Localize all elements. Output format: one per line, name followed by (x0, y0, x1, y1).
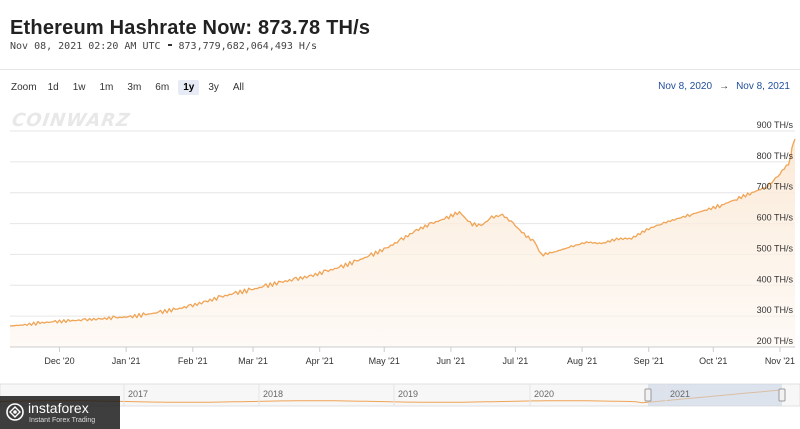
range-to-input[interactable]: Nov 8, 2021 (736, 81, 790, 92)
navigator[interactable]: 2017 2018 2019 2020 2021 (0, 383, 800, 407)
navigator-year-label: 2021 (670, 389, 690, 399)
y-axis-labels: 200 TH/s 300 TH/s 400 TH/s 500 TH/s 600 TH/s… (757, 120, 794, 346)
zoom-label: Zoom (11, 81, 37, 93)
y-tick-label: 400 TH/s (757, 274, 794, 284)
navigator-year-label: 2019 (398, 389, 418, 399)
y-tick-label: 600 TH/s (757, 213, 794, 223)
range-arrow-icon: → (719, 81, 730, 92)
x-tick-label: Nov '21 (765, 356, 795, 366)
navigator-handle[interactable] (778, 388, 786, 402)
area-layer (9, 138, 796, 347)
x-tick-label: Oct '21 (699, 356, 727, 366)
instaforex-logo-icon (6, 403, 24, 421)
series-line (9, 138, 796, 327)
hashrate-subtitle: Nov 08, 2021 02:20 AM UTC 873,779,682,064… (10, 41, 317, 52)
x-axis-labels: Dec '20 Jan '21 Feb '21 Mar '21 Apr '21 May '… (10, 346, 795, 366)
y-tick-label: 900 TH/s (757, 120, 794, 130)
coinwarz-logo: COINWARZ (10, 110, 132, 131)
navigator-selection (648, 384, 782, 406)
separator-dash (167, 44, 172, 46)
x-tick-label: Aug '21 (567, 356, 597, 366)
y-tick-label: 500 TH/s (757, 243, 794, 253)
zoom-all-button[interactable]: All (232, 81, 245, 93)
navigator-handle[interactable] (644, 388, 652, 402)
hashrate-chart: 200 TH/s 300 TH/s 400 TH/s 500 TH/s 600 TH/s… (0, 120, 800, 407)
range-from-input[interactable]: Nov 8, 2020 (658, 81, 713, 92)
zoom-1m-button[interactable]: 1m (99, 81, 114, 93)
x-tick-label: Dec '20 (44, 356, 74, 366)
date-range: Nov 8, 2020 → Nov 8, 2021 (658, 81, 790, 92)
x-tick-label: Apr '21 (306, 356, 334, 366)
timestamp: Nov 08, 2021 02:20 AM UTC (10, 41, 161, 52)
zoom-1w-button[interactable]: 1w (72, 81, 86, 93)
zoom-3m-button[interactable]: 3m (127, 81, 142, 93)
watermark-tagline: Instant Forex Trading (29, 417, 96, 424)
zoom-1d-button[interactable]: 1d (47, 81, 59, 93)
zoom-3y-button[interactable]: 3y (208, 81, 219, 93)
x-tick-label: Jun '21 (437, 356, 466, 366)
navigator-year-label: 2017 (128, 389, 148, 399)
page-title: Ethereum Hashrate Now: 873.78 TH/s (10, 17, 371, 39)
x-tick-label: Sep '21 (634, 356, 664, 366)
series-area-fill (10, 139, 795, 347)
zoom-6m-button[interactable]: 6m (155, 81, 170, 93)
watermark-name: instaforex (28, 400, 89, 416)
x-tick-label: May '21 (369, 356, 400, 366)
instaforex-watermark: instaforex Instant Forex Trading (0, 396, 120, 429)
x-tick-label: Mar '21 (238, 356, 268, 366)
navigator-year-label: 2018 (263, 389, 283, 399)
y-tick-label: 800 TH/s (757, 151, 794, 161)
exact-hashrate: 873,779,682,064,493 H/s (178, 41, 317, 52)
x-tick-label: Jan '21 (112, 356, 141, 366)
y-tick-label: 700 TH/s (757, 182, 794, 192)
page-header: Ethereum Hashrate Now: 873.78 TH/s Nov 0… (0, 0, 800, 70)
zoom-1y-button[interactable]: 1y (178, 79, 200, 95)
x-tick-label: Feb '21 (178, 356, 208, 366)
y-tick-label: 300 TH/s (757, 305, 794, 315)
zoom-controls: Zoom 1d 1w 1m 3m 6m 1y 3y All (11, 78, 253, 96)
navigator-year-label: 2020 (534, 389, 554, 399)
y-tick-label: 200 TH/s (757, 336, 794, 346)
x-tick-label: Jul '21 (503, 356, 529, 366)
